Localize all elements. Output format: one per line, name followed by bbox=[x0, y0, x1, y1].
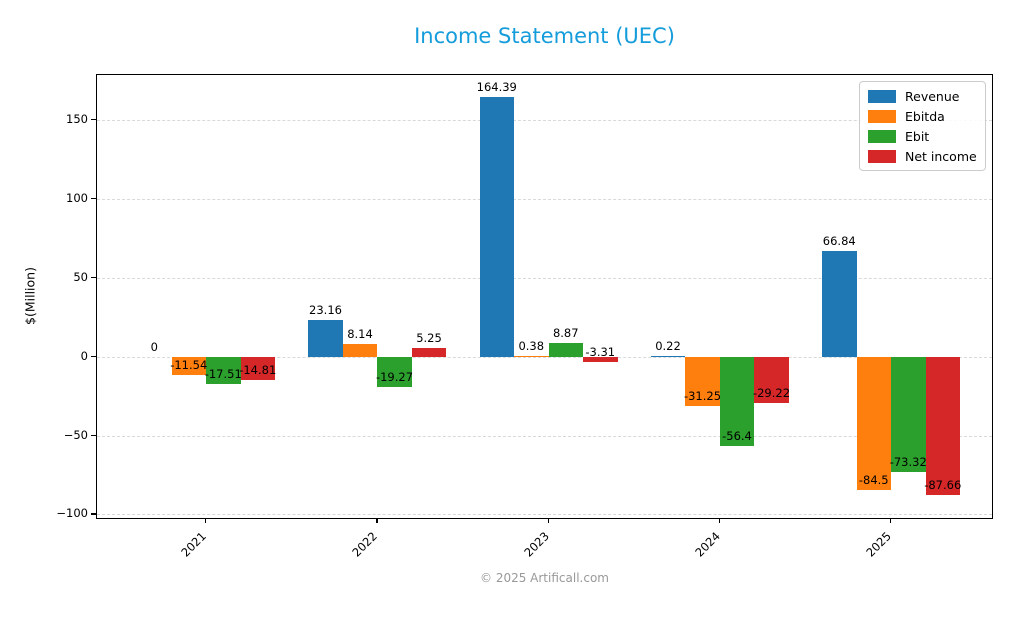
bar-net-income-2025 bbox=[925, 356, 960, 495]
y-tick-label: 100 bbox=[66, 190, 88, 205]
bar-value-label: 0.38 bbox=[518, 338, 545, 353]
x-tick-mark bbox=[890, 519, 892, 523]
bar-value-label: -17.51 bbox=[204, 367, 242, 382]
legend-swatch-icon bbox=[868, 109, 896, 123]
bar-value-label: -84.5 bbox=[858, 472, 889, 487]
bar-ebitda-2023 bbox=[514, 355, 549, 357]
bar-value-label: -87.66 bbox=[924, 477, 962, 492]
y-tick-mark bbox=[91, 355, 96, 357]
bar-net-income-2024 bbox=[754, 356, 789, 403]
bar-revenue-2025 bbox=[822, 251, 857, 357]
y-tick-mark bbox=[91, 118, 96, 120]
legend-label: Ebit bbox=[905, 128, 930, 144]
legend-label: Net income bbox=[905, 148, 977, 164]
bar-value-label: -11.54 bbox=[170, 357, 208, 372]
bar-ebitda-2024 bbox=[685, 356, 720, 406]
bar-value-label: 5.25 bbox=[416, 331, 442, 346]
bar-revenue-2023 bbox=[479, 96, 514, 357]
gridline-y--50 bbox=[97, 435, 992, 437]
legend-swatch-icon bbox=[868, 89, 896, 103]
bar-ebitda-2025 bbox=[856, 356, 891, 490]
bar-ebit-2021 bbox=[206, 356, 241, 385]
gridline-y-0 bbox=[97, 356, 992, 358]
x-tick-mark bbox=[547, 519, 549, 523]
legend-swatch-icon bbox=[868, 149, 896, 163]
bar-value-label: 8.14 bbox=[347, 326, 373, 341]
gridline-y-150 bbox=[97, 119, 992, 121]
bar-value-label: 0 bbox=[150, 339, 158, 354]
legend-item-ebit: Ebit bbox=[868, 126, 977, 146]
legend-label: Revenue bbox=[905, 88, 960, 104]
y-tick-label: −100 bbox=[56, 506, 88, 521]
x-tick-mark bbox=[718, 519, 721, 523]
bar-value-label: -73.32 bbox=[889, 455, 927, 470]
gridline-y--100 bbox=[97, 514, 992, 516]
gridline-y-100 bbox=[97, 198, 992, 200]
gridline-y-50 bbox=[97, 277, 992, 279]
bar-net-income-2023 bbox=[583, 356, 618, 362]
y-tick-label: 50 bbox=[73, 269, 88, 284]
bar-revenue-2022 bbox=[308, 319, 343, 357]
bar-ebit-2023 bbox=[548, 342, 583, 357]
bar-value-label: -3.31 bbox=[585, 344, 616, 359]
bar-value-label: 66.84 bbox=[822, 234, 856, 248]
chart-title: Income Statement (UEC) bbox=[414, 24, 675, 48]
legend-swatch-icon bbox=[868, 129, 896, 143]
bar-ebit-2025 bbox=[891, 356, 926, 473]
bar-ebit-2022 bbox=[377, 356, 412, 387]
bar-value-label: -56.4 bbox=[722, 428, 752, 443]
footer-credit: © 2025 Artificall.com bbox=[480, 571, 609, 585]
bar-ebitda-2021 bbox=[171, 356, 206, 375]
bar-net-income-2021 bbox=[240, 356, 275, 380]
bar-value-label: 8.87 bbox=[552, 325, 579, 340]
y-tick-label: −50 bbox=[63, 427, 88, 442]
plot-area: 0 23.16 164.39 0.22 66.84 -11.54 8.14 0.38 -31.2… bbox=[96, 74, 993, 519]
y-tick-label: 150 bbox=[66, 111, 88, 126]
legend-item-revenue: Revenue bbox=[868, 86, 977, 106]
bar-value-label: -29.22 bbox=[752, 385, 791, 400]
bar-value-label: -14.81 bbox=[239, 362, 277, 377]
x-tick-mark bbox=[376, 519, 378, 523]
y-tick-label: 0 bbox=[80, 348, 88, 363]
legend-label: Ebitda bbox=[905, 108, 945, 124]
y-tick-mark bbox=[91, 434, 96, 436]
bar-value-label: -31.25 bbox=[683, 388, 722, 403]
legend-item-ebitda: Ebitda bbox=[868, 106, 977, 126]
y-tick-mark bbox=[91, 197, 96, 199]
legend: Revenue Ebitda Ebit Net income bbox=[859, 81, 986, 171]
bar-net-income-2022 bbox=[411, 348, 447, 357]
bar-value-label: -19.27 bbox=[375, 369, 414, 384]
y-tick-mark bbox=[91, 513, 96, 515]
legend-item-net-income: Net income bbox=[868, 146, 977, 166]
bar-value-label: 164.39 bbox=[476, 79, 517, 94]
x-tick-mark bbox=[205, 519, 207, 523]
bar-ebit-2024 bbox=[719, 356, 755, 446]
bar-ebitda-2022 bbox=[342, 343, 378, 357]
bar-value-label: 23.16 bbox=[309, 302, 342, 317]
y-tick-mark bbox=[91, 276, 96, 278]
bar-value-label: 0.22 bbox=[655, 339, 681, 354]
